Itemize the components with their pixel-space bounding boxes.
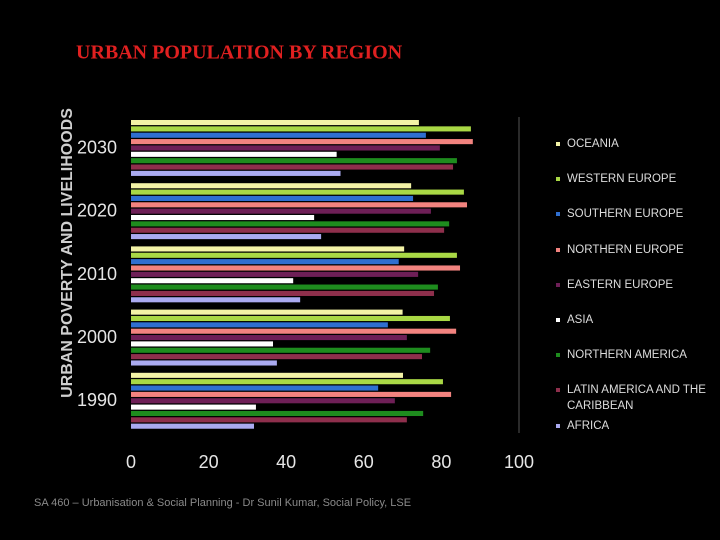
legend-swatch bbox=[556, 388, 560, 393]
bar bbox=[131, 417, 407, 423]
legend-item: LATIN AMERICA AND THE CARIBBEAN bbox=[556, 382, 716, 414]
bar bbox=[131, 189, 464, 195]
bar bbox=[131, 208, 431, 214]
bar bbox=[131, 423, 254, 429]
bar bbox=[131, 309, 403, 315]
bar bbox=[131, 126, 471, 132]
legend-label: SOUTHERN EUROPE bbox=[567, 208, 684, 221]
bar bbox=[131, 347, 431, 353]
bar bbox=[131, 278, 294, 284]
bar bbox=[131, 158, 457, 164]
legend-swatch bbox=[556, 282, 560, 287]
bar bbox=[131, 151, 337, 157]
legend-item: WESTERN EUROPE bbox=[556, 171, 716, 187]
bar bbox=[131, 341, 274, 347]
bar bbox=[131, 259, 399, 265]
legend-swatch bbox=[556, 353, 560, 358]
bar bbox=[131, 252, 457, 258]
bar bbox=[131, 284, 438, 290]
x-tick-label: 0 bbox=[126, 452, 136, 472]
bar bbox=[131, 360, 277, 366]
legend-swatch bbox=[556, 177, 560, 182]
bar bbox=[131, 164, 454, 170]
legend-swatch bbox=[556, 247, 560, 252]
bar bbox=[131, 322, 388, 328]
legend-swatch bbox=[556, 318, 560, 322]
bar bbox=[131, 145, 440, 151]
legend-item: AFRICA bbox=[556, 418, 716, 434]
bar bbox=[131, 354, 422, 360]
bar bbox=[131, 183, 412, 189]
legend-item: OCEANIA bbox=[556, 136, 716, 152]
bar bbox=[131, 234, 322, 240]
legend-swatch bbox=[556, 212, 560, 217]
x-tick-label: 100 bbox=[504, 452, 534, 472]
legend-label: AFRICA bbox=[567, 419, 610, 432]
bar bbox=[131, 398, 395, 404]
bar bbox=[131, 227, 445, 233]
x-tick-label: 40 bbox=[276, 452, 296, 472]
legend-label: WESTERN EUROPE bbox=[567, 173, 677, 186]
legend-label: ASIA bbox=[567, 314, 594, 326]
y-tick-label: 2030 bbox=[77, 137, 117, 157]
bar bbox=[131, 379, 443, 385]
legend-swatch bbox=[556, 423, 560, 428]
bar bbox=[131, 132, 426, 138]
bar bbox=[131, 214, 315, 221]
legend-item: SOUTHERN EUROPE bbox=[556, 206, 716, 222]
legend-label: EASTERN EUROPE bbox=[567, 278, 674, 291]
bar bbox=[131, 391, 452, 397]
bar bbox=[131, 297, 301, 303]
bar bbox=[131, 404, 256, 410]
bar bbox=[131, 385, 379, 391]
y-tick-label: 2010 bbox=[77, 264, 117, 284]
legend-label: OCEANIA bbox=[567, 138, 619, 150]
y-tick-label: 2000 bbox=[77, 327, 117, 347]
y-tick-label: 2020 bbox=[77, 201, 117, 221]
y-tick-label: 1990 bbox=[77, 390, 117, 410]
legend-swatch bbox=[556, 142, 560, 146]
bar bbox=[131, 202, 468, 208]
legend-item: NORTHERN AMERICA bbox=[556, 347, 716, 363]
bar bbox=[131, 328, 457, 334]
bar bbox=[131, 315, 450, 322]
legend-label: NORTHERN EUROPE bbox=[567, 243, 684, 256]
legend-item: ASIA bbox=[556, 312, 716, 328]
x-tick-label: 20 bbox=[199, 452, 219, 472]
bar bbox=[131, 195, 414, 201]
legend-label: LATIN AMERICA AND THE CARIBBEAN bbox=[567, 384, 706, 413]
bar bbox=[131, 265, 461, 271]
bar bbox=[131, 335, 407, 341]
bar bbox=[131, 221, 450, 227]
bar bbox=[131, 139, 473, 145]
x-tick-label: 80 bbox=[431, 452, 451, 472]
chart-title: URBAN POPULATION BY REGION bbox=[76, 42, 403, 64]
bar bbox=[131, 372, 403, 378]
legend-item: EASTERN EUROPE bbox=[556, 277, 716, 293]
bar bbox=[131, 120, 419, 126]
bar bbox=[131, 290, 435, 296]
bar bbox=[131, 410, 424, 417]
x-tick-label: 60 bbox=[354, 452, 374, 472]
side-title: URBAN POVERTY AND LIVELIHOODS bbox=[59, 108, 76, 398]
legend-item: NORTHERN EUROPE bbox=[556, 242, 716, 258]
bar bbox=[131, 170, 341, 176]
footer: SA 460 – Urbanisation & Social Planning … bbox=[34, 497, 411, 509]
bar bbox=[131, 246, 405, 252]
legend-label: NORTHERN AMERICA bbox=[567, 349, 687, 362]
bar bbox=[131, 271, 419, 277]
